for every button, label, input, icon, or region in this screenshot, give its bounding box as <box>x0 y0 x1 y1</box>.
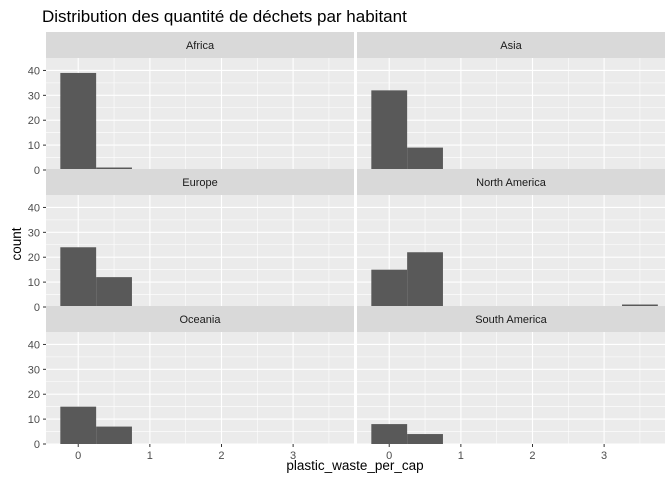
y-tick-label: 0 <box>34 439 40 451</box>
x-tick-label: 2 <box>218 450 224 462</box>
histogram-bar <box>96 277 132 307</box>
histogram-bar <box>371 90 408 170</box>
x-tick-label: 0 <box>386 450 392 462</box>
histogram-bar <box>60 406 97 444</box>
facet-strip-label: South America <box>475 314 547 326</box>
chart-title: Distribution des quantité de déchets par… <box>42 7 407 26</box>
y-tick-label: 20 <box>28 252 40 264</box>
y-tick-label: 10 <box>28 277 40 289</box>
histogram-bar <box>622 304 658 307</box>
panel-background <box>46 58 354 170</box>
y-tick-label: 30 <box>28 364 40 376</box>
facet-panel: Europe 0 10 20 30 40 <box>28 169 354 314</box>
facet-strip-label: Oceania <box>180 314 222 326</box>
y-tick-label: 30 <box>28 90 40 102</box>
x-tick-label: 3 <box>290 450 296 462</box>
histogram-bar <box>60 72 97 170</box>
histogram-bar <box>96 167 132 170</box>
y-tick-label: 20 <box>28 389 40 401</box>
facet-strip-label: Africa <box>186 40 215 52</box>
facet-strip-label: Europe <box>182 177 217 189</box>
histogram-bar <box>407 434 443 444</box>
facet-panel: Africa 0 10 20 30 40 <box>28 32 354 177</box>
histogram-bar <box>407 252 443 307</box>
y-tick-label: 10 <box>28 140 40 152</box>
y-tick-label: 0 <box>34 165 40 177</box>
x-tick-label: 2 <box>529 450 535 462</box>
x-tick-label: 1 <box>147 450 153 462</box>
facet-panel: Asia <box>357 32 665 171</box>
facet-strip-label: North America <box>476 177 547 189</box>
y-tick-label: 30 <box>28 227 40 239</box>
x-axis-title: plastic_waste_per_cap <box>286 458 423 473</box>
histogram-bar <box>60 247 97 307</box>
facet-strip <box>357 169 665 195</box>
histogram-bar <box>371 269 408 307</box>
x-tick-label: 0 <box>75 450 81 462</box>
y-tick-label: 40 <box>28 339 40 351</box>
facet-strip-label: Asia <box>500 40 522 52</box>
x-tick-label: 1 <box>458 450 464 462</box>
y-tick-label: 10 <box>28 414 40 426</box>
panel-background <box>46 332 354 444</box>
facet-strip <box>46 169 354 195</box>
histogram-bar <box>371 424 408 444</box>
y-tick-label: 20 <box>28 115 40 127</box>
y-tick-label: 40 <box>28 202 40 214</box>
panel-background <box>357 332 665 444</box>
facet-panel: Oceania 0 10 20 30 40 0 1 2 3 <box>28 306 354 462</box>
facet-strip <box>357 306 665 332</box>
x-tick-label: 3 <box>601 450 607 462</box>
facet-strip <box>46 306 354 332</box>
y-tick-label: 0 <box>34 302 40 314</box>
y-tick-label: 40 <box>28 65 40 77</box>
facet-panel: South America 0 1 2 3 <box>357 306 665 462</box>
facet-grid: Africa010203040AsiaEurope010203040North … <box>28 32 665 462</box>
facet-strip <box>46 32 354 58</box>
facet-panel: North America <box>357 169 665 308</box>
histogram-bar <box>96 426 132 444</box>
facet-strip <box>357 32 665 58</box>
y-axis-title: count <box>9 227 24 260</box>
histogram-bar <box>407 147 443 170</box>
